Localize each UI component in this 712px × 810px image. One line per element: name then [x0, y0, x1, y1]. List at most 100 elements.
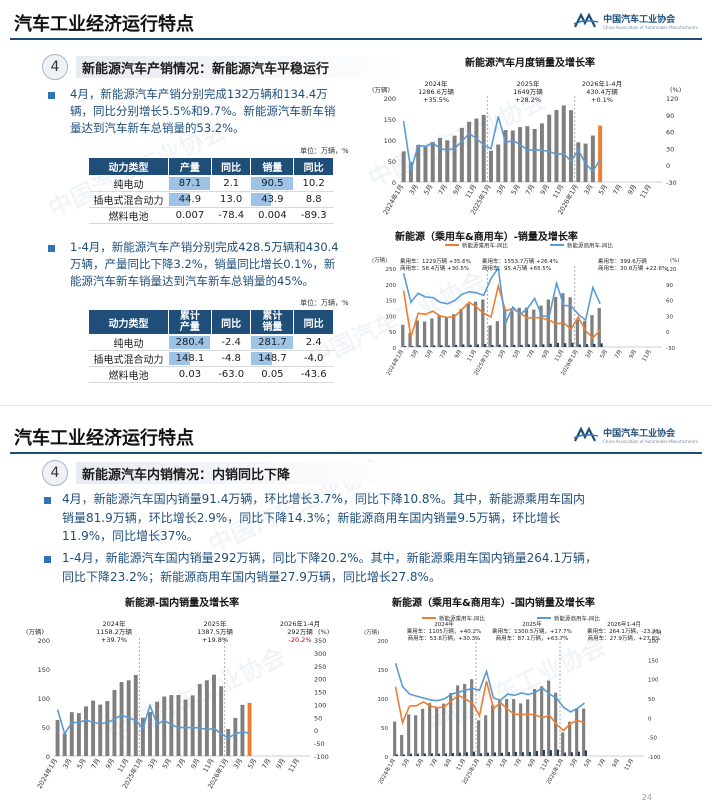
chart-bar	[430, 318, 434, 347]
chart-bar-secondary	[451, 752, 454, 756]
chart-bar	[590, 315, 594, 347]
chart-bar	[233, 717, 238, 756]
chart-bar	[512, 699, 516, 756]
chart-bar	[583, 320, 587, 347]
x-tick-label: 7月	[597, 758, 608, 769]
chart-bar-secondary	[411, 346, 414, 347]
chart-bar	[162, 696, 167, 756]
chart-bar	[155, 701, 160, 756]
chart-bar	[554, 109, 559, 182]
chart-nev-pv-cv-domestic: 新能源（乘用车&商用车）-国内销量及增长率 (万辆) (%) 200 150 100 50…	[362, 592, 707, 807]
bullet-marker	[48, 245, 55, 252]
x-tick-label: 3月	[401, 758, 412, 769]
chart-bar-secondary	[507, 752, 510, 756]
table-cell: -4.0	[293, 350, 334, 367]
column-header: 产量	[168, 157, 212, 176]
chart-bar-secondary	[465, 752, 468, 756]
chart-bar	[76, 713, 81, 756]
chart-bar	[459, 127, 464, 182]
y-tick-label: 100	[384, 137, 396, 145]
chart-bar	[540, 686, 544, 756]
chart-bar	[518, 127, 523, 182]
chart-bar	[69, 712, 74, 756]
chart-bar-secondary	[513, 344, 516, 347]
y-axis-unit: (万辆)	[26, 627, 44, 636]
value-bar	[250, 193, 272, 206]
chart-bar	[470, 679, 474, 756]
chart-canvas: (万辆) (%) 250 200 150 100 50 0 120 90 60 30 0 -30 2024年…	[372, 242, 680, 377]
y2-tick-label: 350	[314, 637, 326, 645]
chart-annotation: 乘用车：399.6万辆	[598, 257, 647, 265]
chart-bar	[105, 701, 110, 756]
chart-bar	[408, 161, 413, 182]
cell-value: 87.1	[178, 178, 202, 189]
chart-bar	[452, 314, 456, 347]
table-cell: 90.5	[250, 175, 294, 192]
chart-annotation: +0.1%	[591, 96, 613, 104]
chart-canvas: (万辆) (%) 200 150 100 50 0 200 150 100 50 0 -50 -100 20…	[364, 615, 662, 786]
x-tick-label: 11月	[553, 349, 565, 363]
chart-bar	[491, 705, 495, 756]
table-cell: 0.03	[168, 366, 212, 383]
chart-bar	[463, 683, 467, 756]
chart-bar	[561, 732, 565, 756]
y-tick-label: 50	[42, 724, 50, 732]
chart-annotation: 2024年	[102, 619, 126, 628]
chart-bar	[488, 325, 492, 347]
chart-bar	[112, 689, 117, 756]
caam-logo: 中国汽车工业协会 China Association of Automobile…	[573, 426, 698, 444]
legend-label: 新能源商用车-同比	[567, 242, 613, 250]
chart-bar	[503, 130, 508, 182]
table-row: 纯电动 87.1 2.1 90.5 10.2	[88, 175, 334, 192]
chart-annotation: 商用车：27.9万辆，+27.8%	[588, 634, 661, 642]
chart-bar	[437, 315, 441, 347]
chart-bar	[597, 308, 601, 347]
section-header: 4 新能源汽车内销情况：内销同比下降	[42, 460, 406, 486]
chart-bar-secondary	[593, 343, 596, 347]
x-tick-label: 5月	[424, 349, 435, 360]
chart-bar	[473, 301, 478, 347]
x-tick-label: 9月	[443, 758, 454, 769]
chart-bar-secondary	[585, 344, 589, 347]
y2-tick-label: 60	[666, 299, 673, 305]
chart-bar-secondary	[440, 345, 443, 347]
table-unit-label: 单位：万辆，%	[300, 147, 349, 155]
value-bar	[168, 193, 190, 206]
y2-tick-label: 0	[314, 727, 318, 735]
chart-bar	[568, 721, 572, 756]
data-table-jan-apr: 动力类型 累计 产量 同比 累计 销量 同比 纯电动 280.4 -2.4 28…	[88, 309, 334, 383]
table-cell: 43.9	[250, 191, 294, 208]
chart-bar-secondary	[423, 753, 426, 756]
y2-tick-label: 100	[648, 678, 659, 684]
column-header: 累计 销量	[250, 309, 295, 335]
value-bar	[168, 177, 211, 190]
x-tick-label: 3月	[495, 183, 507, 196]
table-cell: 10.2	[293, 175, 334, 192]
chart-annotation: 2026年1-4月	[607, 620, 641, 628]
chart-annotation: 乘用车：1105万辆，+40.2%	[407, 627, 482, 635]
chart-bar-secondary	[535, 344, 538, 347]
table-row: 插电式混合动力 148.1 -4.8 148.7 -4.0	[88, 350, 334, 367]
growth-line	[394, 662, 585, 713]
chart-bar	[510, 130, 515, 182]
chart-bar	[575, 709, 579, 756]
y-tick-label: 200	[386, 283, 397, 289]
chart-bar	[442, 703, 446, 756]
chart-bar	[539, 305, 543, 347]
y2-axis-unit: (%)	[670, 86, 681, 94]
cell-value: 280.4	[175, 337, 205, 348]
chart-bar-secondary	[479, 753, 482, 756]
logo-name-cn: 中国汽车工业协会	[603, 429, 676, 439]
paragraph-jan-apr: 1-4月，新能源汽车国内销量292万辆，同比下降20.2%。其中，新能源乘用车国…	[62, 549, 702, 586]
chart-bar	[539, 123, 544, 182]
chart-bar	[408, 332, 412, 347]
chart-annotation: +19.8%	[202, 636, 228, 644]
y2-tick-label: 0	[666, 330, 670, 336]
chart-bar	[503, 309, 507, 347]
y2-tick-label: 0	[666, 162, 670, 170]
chart-annotation: 1649万辆	[513, 87, 543, 96]
chart-bar	[582, 708, 586, 756]
y-tick-label: 250	[386, 267, 397, 273]
chart-bar	[226, 729, 231, 756]
